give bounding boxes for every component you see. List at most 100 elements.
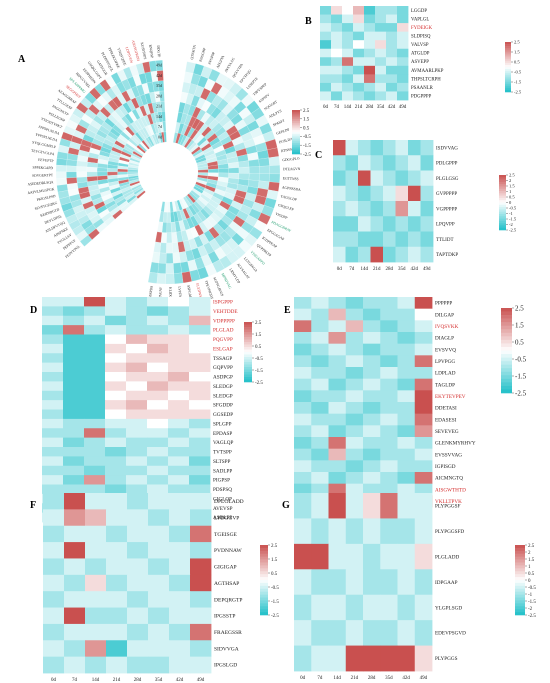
heatmap-cell xyxy=(147,297,169,307)
heatmap-cell xyxy=(328,483,347,496)
colorbar-segment xyxy=(499,213,506,217)
heatmap-cell xyxy=(169,607,191,625)
heatmap-cell xyxy=(345,185,359,202)
circular-heatmap-cell xyxy=(269,173,281,183)
colorbar-segment xyxy=(499,218,506,222)
row-label: DPLGLADD xyxy=(214,499,244,505)
colorbar-segment xyxy=(260,559,268,563)
row-label: LGGDP xyxy=(411,9,427,14)
heatmap-cell xyxy=(189,297,211,307)
heatmap-cell xyxy=(294,343,312,356)
heatmap-cell xyxy=(342,65,354,75)
row-label: SLEDGP xyxy=(213,384,233,390)
colorbar-tick-label: -0.5 xyxy=(515,355,527,363)
heatmap-cell xyxy=(380,343,398,356)
heatmap-cell xyxy=(364,6,376,15)
heatmap-cell xyxy=(148,623,170,641)
heatmap-cell xyxy=(328,413,347,426)
heatmap-cell xyxy=(189,334,211,345)
panel-a-circular-heatmap: A DDGTPRNQPSPKGSFSSPSASGSGFRDHLDPSVGNYNQV… xyxy=(18,40,311,306)
colorbar-segment xyxy=(501,315,512,319)
heatmap-cell xyxy=(345,437,364,450)
circular-row-label: GDGGPLO xyxy=(282,157,300,163)
heatmap-cell xyxy=(106,591,128,608)
heatmap-cell xyxy=(294,320,312,333)
heatmap-cell xyxy=(84,484,106,495)
row-label: LPVPGG xyxy=(435,359,455,365)
heatmap-cell xyxy=(380,308,398,321)
heatmap-cell xyxy=(397,48,409,58)
heatmap-cell xyxy=(189,484,211,495)
row-label: DEPQRGTP xyxy=(214,597,242,603)
heatmap-cell xyxy=(190,623,212,641)
heatmap-cell xyxy=(148,574,170,592)
heatmap-cell xyxy=(63,456,85,467)
heatmap-cell xyxy=(169,542,191,559)
heatmap-cell xyxy=(147,400,169,410)
heatmap-cell xyxy=(395,201,409,217)
colorbar-segment xyxy=(260,603,268,607)
heatmap-cell xyxy=(147,484,169,495)
heatmap-cell xyxy=(342,23,354,33)
heatmap-cell xyxy=(63,390,85,401)
column-label: 0d xyxy=(51,678,57,683)
heatmap-cell xyxy=(395,185,409,202)
circular-heatmap-cell xyxy=(228,167,240,174)
heatmap-cell xyxy=(397,82,409,92)
heatmap-cell xyxy=(397,91,409,101)
heatmap-cell xyxy=(375,14,387,24)
colorbar-segment xyxy=(501,357,512,362)
heatmap-cell xyxy=(84,362,106,373)
heatmap-cell xyxy=(190,525,212,543)
colorbar-segment xyxy=(515,571,525,575)
heatmap-cell xyxy=(380,460,398,473)
heatmap-cell xyxy=(380,543,398,570)
circular-row-label: KGSFSSPS xyxy=(140,42,147,60)
heatmap-cell xyxy=(311,413,329,426)
colorbar-segment xyxy=(505,56,511,59)
heatmap-cell xyxy=(105,409,127,420)
row-label: TSSAGP xyxy=(213,356,232,362)
heatmap-cell xyxy=(42,437,64,448)
heatmap-cell xyxy=(168,447,190,457)
colorbar-segment xyxy=(501,382,512,387)
heatmap-cell xyxy=(342,57,354,67)
heatmap-cell xyxy=(147,362,169,373)
circular-heatmap-cell xyxy=(156,273,166,285)
heatmap-cell xyxy=(42,400,64,410)
colorbar-segment xyxy=(515,597,525,601)
heatmap-cell xyxy=(190,493,212,510)
colorbar-tick-label: 2 xyxy=(528,551,531,556)
column-label: 14d xyxy=(92,678,100,683)
colorbar-segment xyxy=(244,374,252,378)
heatmap-cell xyxy=(168,372,190,382)
colorbar-tick-label: -0.5 xyxy=(528,586,536,591)
heatmap-cell xyxy=(383,155,396,171)
heatmap-cell xyxy=(64,493,86,510)
column-label: 28d xyxy=(366,105,374,110)
column-label: 14d xyxy=(361,267,369,272)
heatmap-cell xyxy=(64,574,86,592)
heatmap-cell xyxy=(364,74,376,84)
colorbar-tick-label: 0.5 xyxy=(303,126,310,131)
heatmap-cell xyxy=(84,343,106,354)
row-label: SPLGPP xyxy=(213,421,232,427)
heatmap-cell xyxy=(190,656,212,674)
row-label: PIGPSP xyxy=(213,478,230,484)
heatmap-cell xyxy=(364,48,376,58)
heatmap-cell xyxy=(345,308,364,321)
heatmap-cell xyxy=(105,362,127,373)
heatmap-cell xyxy=(84,372,106,382)
row-label: ASDPGP xyxy=(213,375,233,381)
heatmap-cell xyxy=(383,201,396,217)
heatmap-cell xyxy=(105,475,127,485)
heatmap-cell xyxy=(380,493,398,519)
colorbar-segment xyxy=(260,553,268,557)
circular-row-label: TEVGTVGLPA xyxy=(31,149,55,157)
colorbar-segment xyxy=(260,565,268,569)
heatmap-cell xyxy=(190,607,212,625)
row-label: TTLIDT xyxy=(436,238,454,243)
heatmap-cell xyxy=(126,362,148,373)
circular-heatmap-cell xyxy=(142,61,151,74)
colorbar-segment xyxy=(292,128,300,131)
